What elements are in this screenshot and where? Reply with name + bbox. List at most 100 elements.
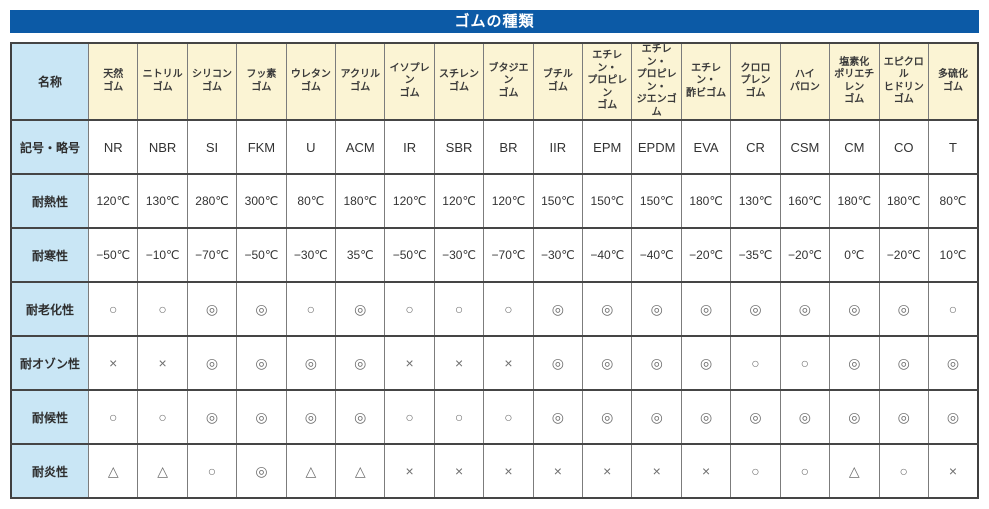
column-header: スチレン ゴム bbox=[433, 42, 485, 121]
column-header: ハイ パロン bbox=[779, 42, 831, 121]
table-cell: ◎ bbox=[631, 389, 682, 445]
table-cell: ◎ bbox=[335, 281, 386, 337]
table-cell: ACM bbox=[335, 119, 386, 175]
table-row-ozone: 耐オゾン性 × × ◎ ◎ ◎ ◎ × × × ◎ ◎ ◎ ◎ ○ ○ ◎ ◎ ◎ bbox=[10, 335, 979, 391]
table-cell: ◎ bbox=[730, 389, 781, 445]
column-header: シリコン ゴム bbox=[186, 42, 238, 121]
column-header: エチレン・ プロピレン ゴム bbox=[582, 42, 633, 121]
column-header: エチレン・ プロピレン・ ジエンゴム bbox=[631, 42, 682, 121]
table-cell: 300℃ bbox=[236, 173, 287, 229]
table-cell: ◎ bbox=[680, 389, 732, 445]
table-cell: ○ bbox=[433, 281, 485, 337]
table-cell: −10℃ bbox=[137, 227, 188, 283]
table-cell: ◎ bbox=[582, 389, 633, 445]
column-header: エピクロル ヒドリン ゴム bbox=[878, 42, 929, 121]
table-cell: ◎ bbox=[829, 281, 880, 337]
table-cell: ◎ bbox=[927, 389, 979, 445]
table-cell: −30℃ bbox=[433, 227, 485, 283]
table-cell: ◎ bbox=[878, 281, 929, 337]
column-header: クロロ プレン ゴム bbox=[730, 42, 781, 121]
table-cell: −30℃ bbox=[532, 227, 584, 283]
table-cell: × bbox=[631, 443, 682, 499]
table-cell: ○ bbox=[87, 281, 139, 337]
table-cell: ◎ bbox=[186, 335, 238, 391]
table-cell: 120℃ bbox=[483, 173, 534, 229]
table-cell: ◎ bbox=[236, 335, 287, 391]
column-header: 天然 ゴム bbox=[87, 42, 139, 121]
table-cell: SBR bbox=[433, 119, 485, 175]
table-cell: −50℃ bbox=[87, 227, 139, 283]
table-cell: × bbox=[532, 443, 584, 499]
table-cell: ○ bbox=[730, 335, 781, 391]
table-cell: ◎ bbox=[532, 335, 584, 391]
table-cell: −35℃ bbox=[730, 227, 781, 283]
table-cell: ◎ bbox=[631, 281, 682, 337]
table-cell: ◎ bbox=[236, 281, 287, 337]
table-cell: ○ bbox=[137, 389, 188, 445]
row-label-aging: 耐老化性 bbox=[10, 281, 89, 337]
column-header: ニトリル ゴム bbox=[137, 42, 188, 121]
column-header: イソプレン ゴム bbox=[384, 42, 435, 121]
table-cell: ◎ bbox=[779, 281, 831, 337]
table-cell: SI bbox=[186, 119, 238, 175]
table-row-code: 記号・略号 NR NBR SI FKM U ACM IR SBR BR IIR EPM EPDM EVA C… bbox=[10, 119, 979, 175]
table-cell: × bbox=[137, 335, 188, 391]
table-cell: ○ bbox=[186, 443, 238, 499]
table-cell: −50℃ bbox=[384, 227, 435, 283]
table-cell: 120℃ bbox=[433, 173, 485, 229]
table-cell: ○ bbox=[927, 281, 979, 337]
table-cell: 150℃ bbox=[532, 173, 584, 229]
row-label-name: 名称 bbox=[10, 42, 89, 121]
table-cell: ◎ bbox=[878, 389, 929, 445]
table-cell: ○ bbox=[779, 443, 831, 499]
table-cell: ◎ bbox=[829, 335, 880, 391]
table-cell: ○ bbox=[384, 389, 435, 445]
table-cell: BR bbox=[483, 119, 534, 175]
table-cell: ○ bbox=[483, 281, 534, 337]
table-cell: × bbox=[433, 335, 485, 391]
table-row-name: 名称 天然 ゴム ニトリル ゴム シリコン ゴム フッ素 ゴム ウレタン ゴム アクリル ゴ… bbox=[10, 42, 979, 121]
row-label-cold: 耐寒性 bbox=[10, 227, 89, 283]
column-header: フッ素 ゴム bbox=[236, 42, 287, 121]
table-cell: EVA bbox=[680, 119, 732, 175]
table-cell: 180℃ bbox=[878, 173, 929, 229]
table-cell: × bbox=[483, 335, 534, 391]
table-cell: 35℃ bbox=[335, 227, 386, 283]
table-cell: ◎ bbox=[186, 281, 238, 337]
page-title: ゴムの種類 bbox=[10, 10, 979, 33]
table-cell: 160℃ bbox=[779, 173, 831, 229]
table-cell: 280℃ bbox=[186, 173, 238, 229]
table-cell: × bbox=[87, 335, 139, 391]
table-cell: × bbox=[680, 443, 732, 499]
table-cell: △ bbox=[87, 443, 139, 499]
table-cell: ◎ bbox=[582, 281, 633, 337]
table-cell: FKM bbox=[236, 119, 287, 175]
table-cell: ◎ bbox=[878, 335, 929, 391]
table-cell: ◎ bbox=[186, 389, 238, 445]
table-cell: ◎ bbox=[285, 335, 337, 391]
row-label-flame: 耐炎性 bbox=[10, 443, 89, 499]
table-cell: 150℃ bbox=[631, 173, 682, 229]
table-cell: △ bbox=[829, 443, 880, 499]
table-cell: ◎ bbox=[680, 335, 732, 391]
table-cell: EPDM bbox=[631, 119, 682, 175]
table-cell: ◎ bbox=[532, 389, 584, 445]
table-cell: 120℃ bbox=[87, 173, 139, 229]
table-cell: ○ bbox=[384, 281, 435, 337]
table-cell: 130℃ bbox=[137, 173, 188, 229]
row-label-ozone: 耐オゾン性 bbox=[10, 335, 89, 391]
column-header: ブチル ゴム bbox=[532, 42, 584, 121]
table-cell: −40℃ bbox=[631, 227, 682, 283]
table-cell: −40℃ bbox=[582, 227, 633, 283]
table-cell: ○ bbox=[433, 389, 485, 445]
table-cell: ◎ bbox=[236, 443, 287, 499]
table-cell: △ bbox=[285, 443, 337, 499]
table-cell: ◎ bbox=[829, 389, 880, 445]
table-row-aging: 耐老化性 ○ ○ ◎ ◎ ○ ◎ ○ ○ ○ ◎ ◎ ◎ ◎ ◎ ◎ ◎ ◎ ○ bbox=[10, 281, 979, 337]
table-cell: ○ bbox=[779, 335, 831, 391]
rubber-types-table: 名称 天然 ゴム ニトリル ゴム シリコン ゴム フッ素 ゴム ウレタン ゴム アクリル ゴ… bbox=[10, 42, 979, 499]
row-label-heat: 耐熱性 bbox=[10, 173, 89, 229]
table-cell: 180℃ bbox=[829, 173, 880, 229]
table-cell: × bbox=[582, 443, 633, 499]
